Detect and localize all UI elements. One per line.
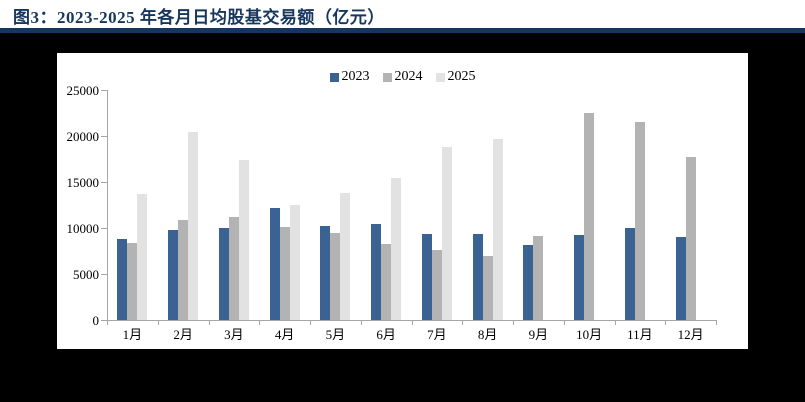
- y-tick-0: [101, 320, 107, 321]
- legend-label-2025: 2025: [447, 69, 476, 84]
- bar-2025-7月: [442, 147, 452, 320]
- bar-2025-1月: [137, 194, 147, 320]
- x-tick-12: [716, 321, 717, 325]
- chart-legend: 2023 2024 2025: [57, 69, 748, 85]
- x-axis-label-12月: 12月: [677, 327, 704, 342]
- bar-2023-4月: [270, 208, 280, 320]
- x-axis-line: [107, 320, 717, 321]
- legend-swatch-2024: [382, 72, 392, 82]
- x-axis-label-7月: 7月: [427, 327, 447, 342]
- y-axis-label-15000: 15000: [66, 175, 100, 190]
- x-tick-9: [563, 321, 565, 325]
- x-tick-4: [310, 321, 311, 325]
- bar-2024-4月: [280, 227, 290, 320]
- bar-2023-12月: [676, 237, 686, 320]
- title-underline-rule: [0, 28, 805, 33]
- x-axis-label-9月: 9月: [528, 327, 549, 342]
- bar-2024-6月: [381, 244, 391, 320]
- bar-2024-7月: [432, 250, 442, 320]
- bar-2025-2月: [188, 132, 198, 320]
- y-axis-label-25000: 25000: [66, 83, 100, 98]
- x-axis-label-6月: 6月: [376, 327, 396, 342]
- x-tick-6: [411, 321, 413, 325]
- x-tick-5: [360, 321, 362, 325]
- bar-2023-3月: [219, 228, 229, 320]
- bar-2025-4月: [290, 205, 300, 320]
- x-axis-label-10月: 10月: [576, 327, 603, 342]
- x-axis-label-11月: 11月: [627, 327, 653, 342]
- legend-item-2023: 2023: [329, 69, 370, 84]
- x-axis-label-3月: 3月: [224, 327, 244, 342]
- bar-2024-3月: [229, 217, 239, 320]
- bar-2024-12月: [686, 157, 696, 320]
- legend-swatch-2025: [435, 72, 445, 82]
- legend-label-2024: 2024: [394, 69, 423, 84]
- x-axis-label-2月: 2月: [173, 327, 193, 342]
- bar-2024-1月: [127, 243, 137, 320]
- x-tick-11: [665, 321, 667, 325]
- y-axis-label-0: 0: [92, 313, 100, 328]
- bar-2024-11月: [635, 122, 645, 320]
- x-tick-7: [462, 321, 464, 325]
- y-tick-15000: [101, 182, 107, 183]
- bar-2023-1月: [117, 239, 127, 320]
- x-tick-8: [513, 321, 514, 325]
- bar-2023-7月: [422, 234, 432, 320]
- y-tick-10000: [101, 228, 107, 229]
- bar-2023-8月: [473, 234, 483, 320]
- x-tick-10: [614, 321, 616, 325]
- bar-2025-3月: [239, 160, 249, 320]
- bar-2023-5月: [320, 226, 330, 320]
- bar-2024-5月: [330, 233, 340, 320]
- bar-2024-8月: [483, 256, 493, 320]
- bar-2023-10月: [574, 235, 584, 320]
- y-axis-label-20000: 20000: [66, 129, 100, 144]
- y-tick-5000: [101, 274, 107, 275]
- legend-item-2024: 2024: [382, 69, 423, 84]
- bar-2024-9月: [533, 236, 543, 320]
- legend-item-2025: 2025: [435, 69, 476, 84]
- plot-area: 0 5000 10000 15000 20000 25000 1月 2月 3月 4月 5月 6月 7月 8…: [57, 53, 748, 349]
- legend-label-2023: 2023: [341, 69, 370, 84]
- legend-swatch-2023: [329, 72, 339, 82]
- bar-2025-5月: [340, 193, 350, 320]
- x-tick-1: [157, 321, 159, 325]
- bar-2023-11月: [625, 228, 635, 320]
- chart-panel: 2023 2024 2025 0 5000 10000 15000 20000 25000 1月…: [57, 53, 748, 349]
- bar-2025-8月: [493, 139, 503, 320]
- x-axis-label-8月: 8月: [477, 327, 498, 342]
- y-axis-label-5000: 5000: [73, 267, 99, 282]
- bar-2023-2月: [168, 230, 178, 320]
- x-tick-2: [208, 321, 210, 325]
- x-axis-label-5月: 5月: [325, 327, 346, 342]
- y-axis-label-10000: 10000: [66, 221, 100, 236]
- y-tick-20000: [101, 136, 107, 137]
- x-tick-0: [107, 321, 108, 325]
- bar-2023-9月: [523, 245, 533, 320]
- x-tick-3: [259, 321, 261, 325]
- y-axis-line: [107, 90, 108, 321]
- bar-2024-10月: [584, 113, 594, 320]
- bar-2024-2月: [178, 220, 188, 320]
- x-axis-label-4月: 4月: [274, 327, 295, 342]
- figure-title: 图3：2023-2025 年各月日均股基交易额（亿元）: [13, 8, 385, 27]
- figure-header: 图3：2023-2025 年各月日均股基交易额（亿元）: [0, 0, 805, 28]
- y-tick-25000: [101, 90, 107, 91]
- bar-2023-6月: [371, 224, 381, 320]
- bar-2025-6月: [391, 178, 401, 320]
- x-axis-label-1月: 1月: [122, 327, 143, 342]
